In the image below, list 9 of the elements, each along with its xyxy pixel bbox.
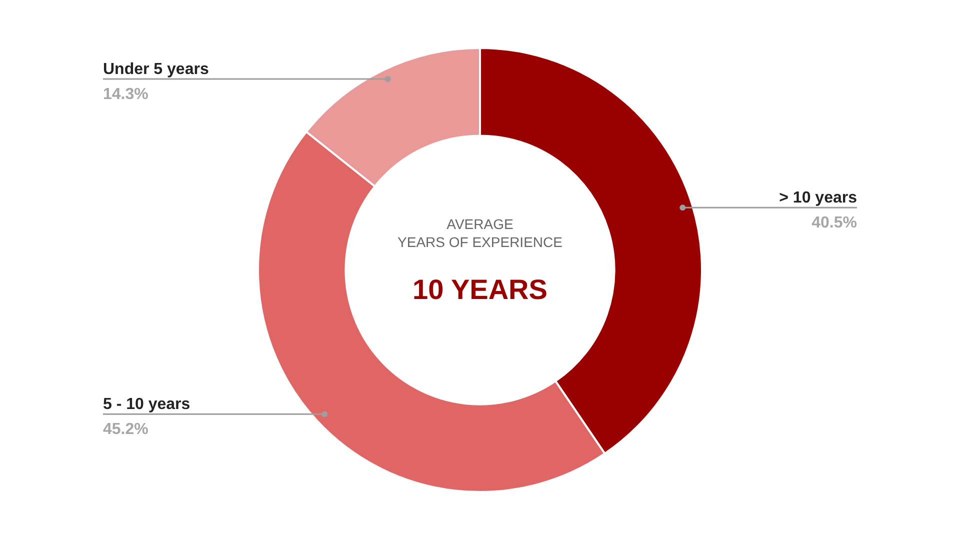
data-label: 14.3%	[103, 86, 148, 104]
data-label: 40.5%	[812, 214, 857, 232]
text: YEARS OF EXPERIENCE	[398, 233, 562, 251]
data-label: 45.2%	[103, 421, 148, 438]
slice-label: > 10 years	[779, 190, 858, 207]
slice-label: 5 - 10 years	[103, 396, 190, 414]
text: AVERAGE	[446, 215, 514, 233]
slice-label: Under 5 years	[103, 61, 209, 78]
text: 10 YEARS	[412, 274, 548, 306]
